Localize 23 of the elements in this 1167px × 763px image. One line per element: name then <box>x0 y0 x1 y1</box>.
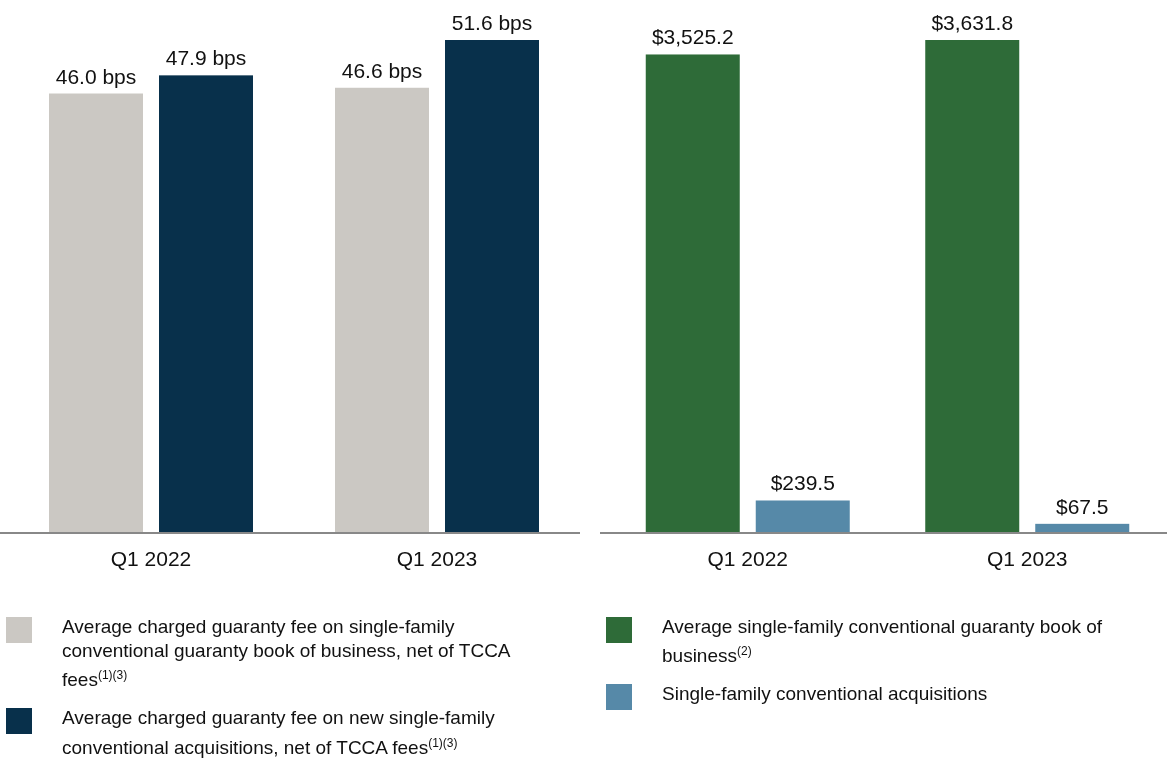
bar <box>445 40 539 533</box>
bar <box>925 40 1020 533</box>
data-label: $3,525.2 <box>651 25 734 49</box>
legend-label: Average charged guaranty fee on new single-family conventional acquisitions, net of TCCA fees$^{(1)(3)}$ <box>62 707 495 758</box>
data-label: 47.9 bps <box>165 46 247 70</box>
bar <box>335 87 429 533</box>
x-tick-label: Q1 2023 <box>396 546 478 570</box>
bar <box>755 500 850 533</box>
data-label: 46.0 bps <box>55 64 137 88</box>
data-label: $67.5 <box>1055 494 1109 518</box>
x-tick-label: Q1 2022 <box>707 546 789 570</box>
x-tick-label: Q1 2022 <box>110 546 192 570</box>
data-label: $3,631.8 <box>931 11 1014 34</box>
data-label: 46.6 bps <box>341 58 423 82</box>
legend-label: Average charged guaranty fee on single-family conventional guaranty book of business, net of TCCA fees$^{(1)(3)}$ <box>62 616 510 691</box>
legend-label: Average single-family conventional guaranty book of business$^{(2)}$ <box>662 616 1103 667</box>
x-tick-label: Q1 2023 <box>986 546 1068 570</box>
data-label: 51.6 bps <box>451 11 533 34</box>
bar <box>645 54 740 533</box>
bar <box>49 93 143 533</box>
data-label: $239.5 <box>770 471 835 495</box>
legend-label: Single-family conventional acquisitions <box>662 683 988 705</box>
bar <box>159 75 253 533</box>
